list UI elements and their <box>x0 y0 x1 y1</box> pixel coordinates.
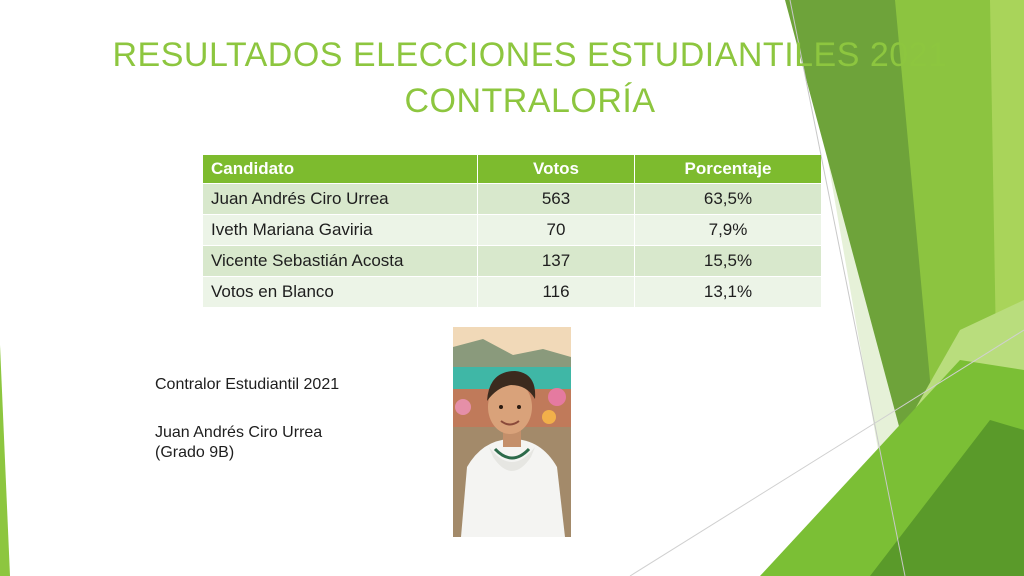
thin-line-1 <box>789 0 906 576</box>
votes-cell: 563 <box>477 183 635 215</box>
candidate-cell: Juan Andrés Ciro Urrea <box>203 183 478 215</box>
votes-cell: 137 <box>477 245 635 277</box>
table-row: Juan Andrés Ciro Urrea 563 63,5% <box>203 183 821 215</box>
candidate-cell: Iveth Mariana Gaviria <box>203 214 478 246</box>
percent-cell: 15,5% <box>634 245 821 277</box>
candidate-cell: Vicente Sebastián Acosta <box>203 245 478 277</box>
percent-cell: 63,5% <box>634 183 821 215</box>
slide-title-line1: RESULTADOS ELECCIONES ESTUDIANTILES 2021 <box>112 36 948 74</box>
votes-cell: 70 <box>477 214 635 246</box>
dark-shard <box>870 420 1024 576</box>
candidate-cell: Votos en Blanco <box>203 276 478 307</box>
percent-cell: 13,1% <box>634 276 821 307</box>
caption-name: Juan Andrés Ciro Urrea <box>155 424 323 441</box>
winner-photo <box>453 327 571 537</box>
votes-cell: 116 <box>477 276 635 307</box>
table-row: Iveth Mariana Gaviria 70 7,9% <box>203 214 821 246</box>
caption-grade: (Grado 9B) <box>155 444 235 461</box>
percent-cell: 7,9% <box>634 214 821 246</box>
thin-line-2 <box>629 329 1024 576</box>
header-percent: Porcentaje <box>634 155 821 184</box>
caption-role: Contralor Estudiantil 2021 <box>155 376 340 393</box>
table-row: Vicente Sebastián Acosta 137 15,5% <box>203 245 821 277</box>
header-candidate: Candidato <box>203 155 478 184</box>
left-edge-sliver <box>0 345 10 576</box>
header-votes: Votos <box>477 155 635 184</box>
slide-title-line2: CONTRALORÍA <box>404 82 656 120</box>
table-header-row: Candidato Votos Porcentaje <box>203 155 821 184</box>
results-table: Candidato Votos Porcentaje Juan Andrés C… <box>203 155 821 307</box>
table-row: Votos en Blanco 116 13,1% <box>203 276 821 307</box>
